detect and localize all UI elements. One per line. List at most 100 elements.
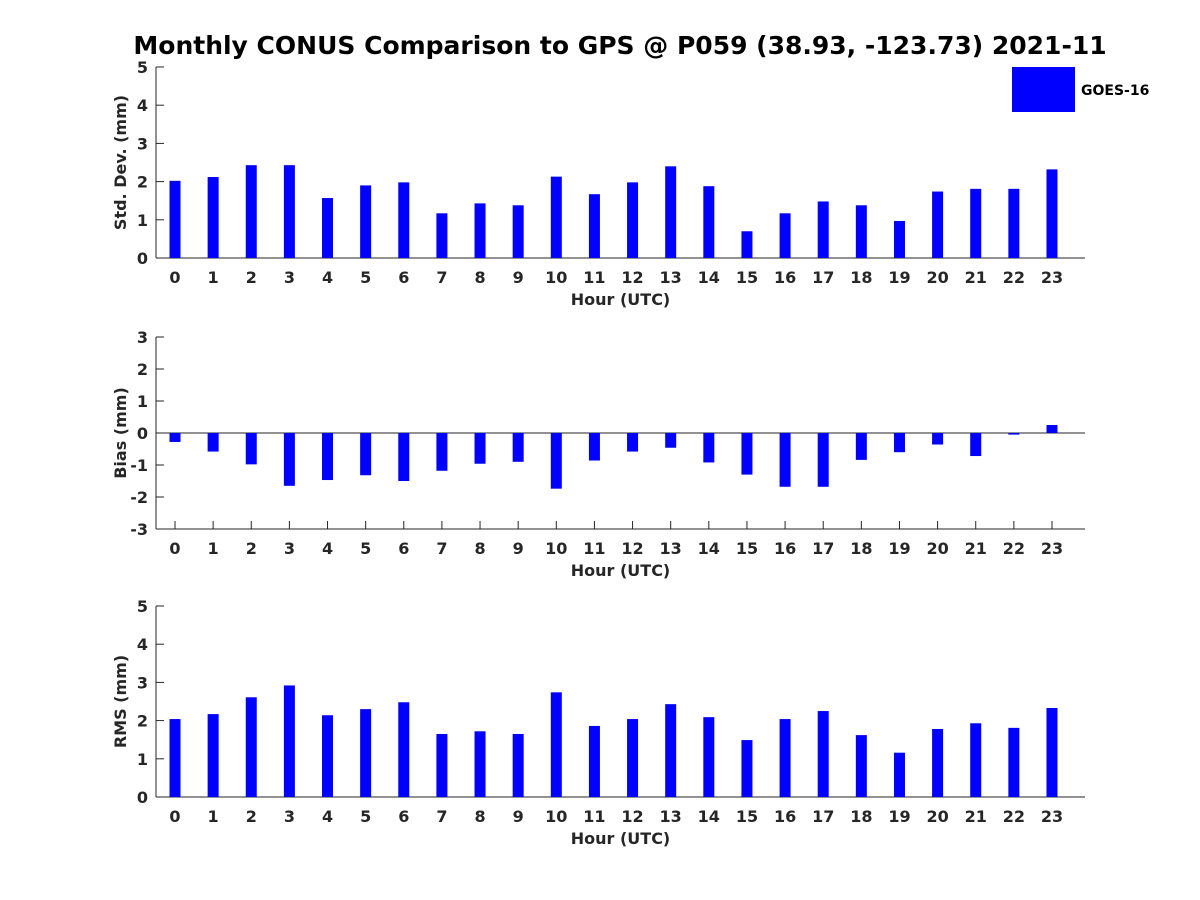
x-tick-label: 9: [513, 539, 524, 558]
bar-hour-1: [207, 714, 219, 797]
x-axis-label: Hour (UTC): [571, 290, 671, 309]
chart-title: Monthly CONUS Comparison to GPS @ P059 (…: [133, 31, 1106, 60]
x-tick-label: 9: [513, 268, 524, 287]
x-tick-label: 14: [698, 539, 720, 558]
y-tick-label: 2: [137, 712, 148, 731]
bar-hour-11: [588, 725, 600, 797]
bar-hour-9: [512, 733, 524, 797]
bar-hour-0: [169, 433, 181, 442]
bar-hour-10: [550, 176, 562, 258]
x-tick-label: 6: [398, 807, 409, 826]
y-tick-label: 2: [137, 173, 148, 192]
x-tick-label: 22: [1003, 268, 1025, 287]
x-tick-label: 0: [169, 268, 180, 287]
bar-hour-5: [360, 433, 372, 476]
bar-hour-23: [1046, 425, 1058, 433]
x-tick-label: 1: [208, 268, 219, 287]
bar-hour-1: [207, 177, 219, 258]
x-tick-label: 16: [774, 268, 796, 287]
bar-hour-11: [588, 433, 600, 461]
y-axis-label: RMS (mm): [111, 655, 130, 748]
y-tick-label: -2: [130, 488, 148, 507]
bar-hour-19: [893, 220, 905, 258]
bar-hour-9: [512, 205, 524, 258]
bar-hour-19: [893, 433, 905, 453]
x-tick-label: 2: [246, 539, 257, 558]
bar-hour-15: [741, 433, 753, 475]
bar-hour-20: [932, 729, 944, 797]
x-tick-label: 15: [736, 807, 758, 826]
bar-hour-12: [627, 433, 639, 452]
x-tick-label: 21: [965, 539, 987, 558]
bar-hour-20: [932, 433, 944, 445]
x-tick-label: 23: [1041, 268, 1063, 287]
bar-hour-22: [1008, 433, 1020, 435]
bar-hour-21: [970, 433, 982, 457]
x-tick-label: 2: [246, 268, 257, 287]
x-tick-label: 18: [850, 268, 872, 287]
bar-hour-8: [474, 203, 486, 258]
x-tick-label: 4: [322, 268, 333, 287]
y-tick-label: 4: [137, 96, 148, 115]
x-tick-label: 2: [246, 807, 257, 826]
bar-hour-3: [283, 433, 295, 486]
x-tick-label: 8: [474, 807, 485, 826]
x-tick-label: 17: [812, 268, 834, 287]
x-axis-label: Hour (UTC): [571, 561, 671, 580]
bar-hour-23: [1046, 169, 1058, 258]
x-tick-label: 13: [660, 268, 682, 287]
x-tick-label: 1: [208, 807, 219, 826]
bar-hour-16: [779, 719, 791, 797]
bar-hour-22: [1008, 727, 1020, 797]
y-tick-label: 3: [137, 328, 148, 347]
bar-hour-18: [855, 433, 867, 460]
x-tick-label: 18: [850, 807, 872, 826]
x-tick-label: 3: [284, 268, 295, 287]
bar-hour-5: [360, 185, 372, 258]
x-tick-label: 4: [322, 807, 333, 826]
x-tick-label: 5: [360, 539, 371, 558]
x-tick-label: 17: [812, 539, 834, 558]
bar-hour-15: [741, 231, 753, 258]
bar-hour-0: [169, 719, 181, 797]
x-tick-label: 14: [698, 268, 720, 287]
x-tick-label: 10: [545, 539, 567, 558]
bar-hour-10: [550, 692, 562, 797]
x-tick-label: 11: [583, 268, 605, 287]
x-tick-label: 20: [926, 268, 948, 287]
x-tick-label: 13: [660, 539, 682, 558]
bar-hour-14: [703, 717, 715, 797]
x-tick-label: 7: [436, 539, 447, 558]
bar-hour-2: [245, 165, 257, 258]
bar-hour-18: [855, 735, 867, 797]
bar-hour-19: [893, 752, 905, 797]
x-tick-label: 0: [169, 807, 180, 826]
bar-hour-14: [703, 433, 715, 463]
x-tick-label: 5: [360, 807, 371, 826]
y-tick-label: 5: [137, 58, 148, 77]
x-tick-label: 10: [545, 268, 567, 287]
y-tick-label: 4: [137, 635, 148, 654]
bar-hour-4: [322, 433, 334, 481]
bar-hour-3: [283, 165, 295, 258]
x-tick-label: 7: [436, 807, 447, 826]
bar-hour-13: [665, 704, 677, 797]
x-tick-label: 23: [1041, 807, 1063, 826]
x-tick-label: 8: [474, 268, 485, 287]
bar-hour-12: [627, 182, 639, 258]
x-tick-label: 7: [436, 268, 447, 287]
x-tick-label: 22: [1003, 539, 1025, 558]
x-tick-label: 1: [208, 539, 219, 558]
x-tick-label: 21: [965, 268, 987, 287]
bar-hour-6: [398, 433, 410, 481]
bar-hour-11: [588, 194, 600, 258]
x-tick-label: 11: [583, 807, 605, 826]
bar-hour-16: [779, 213, 791, 258]
bar-hour-18: [855, 205, 867, 258]
x-tick-label: 6: [398, 268, 409, 287]
y-tick-label: -1: [130, 456, 148, 475]
x-tick-label: 14: [698, 807, 720, 826]
